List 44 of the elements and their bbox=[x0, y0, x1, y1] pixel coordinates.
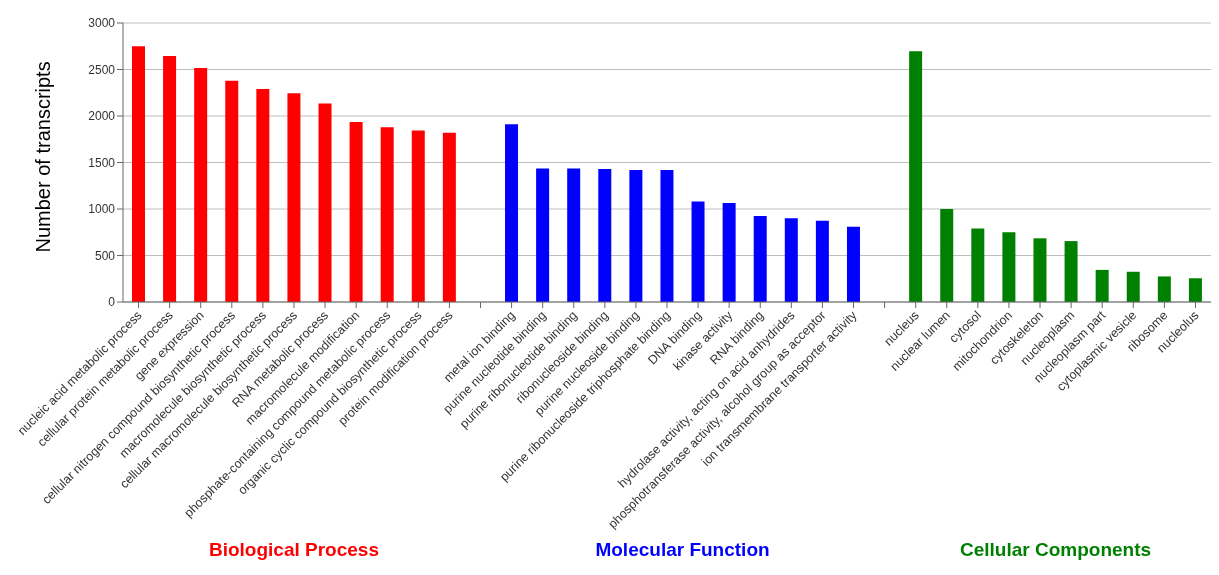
y-tick-label: 1500 bbox=[88, 155, 116, 170]
bar bbox=[225, 80, 239, 302]
bar bbox=[1002, 232, 1016, 302]
text: Biological Process bbox=[207, 539, 380, 561]
bar bbox=[505, 124, 519, 302]
y-tick-label: 3000 bbox=[88, 16, 116, 31]
bar bbox=[318, 103, 332, 302]
bar bbox=[442, 132, 456, 302]
bar bbox=[691, 201, 705, 302]
bar bbox=[909, 51, 923, 302]
bar bbox=[287, 93, 301, 302]
bar bbox=[629, 169, 643, 302]
y-tick-label: 1000 bbox=[88, 202, 116, 217]
bar bbox=[784, 218, 798, 302]
bar bbox=[163, 56, 177, 302]
text: Molecular Function bbox=[594, 539, 771, 561]
bar bbox=[349, 122, 363, 302]
bar bbox=[971, 228, 985, 302]
bar bbox=[380, 127, 394, 302]
y-axis-title: Number of transcripts bbox=[32, 61, 55, 253]
y-tick-label: 2500 bbox=[88, 62, 116, 77]
bar bbox=[660, 169, 674, 302]
bar bbox=[194, 68, 208, 302]
bar bbox=[536, 168, 550, 302]
bar bbox=[815, 220, 829, 302]
bar bbox=[940, 209, 954, 302]
bar bbox=[753, 215, 767, 302]
bar bbox=[1126, 271, 1140, 302]
bar bbox=[1188, 278, 1202, 302]
bar bbox=[722, 202, 736, 302]
bar bbox=[256, 89, 270, 302]
bar bbox=[132, 46, 145, 302]
bar bbox=[567, 168, 581, 302]
bar bbox=[846, 226, 860, 302]
bar bbox=[1157, 276, 1171, 302]
bar bbox=[1064, 241, 1078, 302]
bar bbox=[411, 130, 425, 302]
y-tick-label: 2000 bbox=[88, 109, 116, 124]
y-tick-label: 0 bbox=[108, 295, 116, 310]
bar bbox=[1033, 238, 1047, 302]
y-tick-label: 500 bbox=[94, 248, 116, 263]
bar bbox=[1095, 269, 1109, 302]
bar bbox=[598, 169, 612, 302]
text: Cellular Components bbox=[959, 539, 1153, 561]
